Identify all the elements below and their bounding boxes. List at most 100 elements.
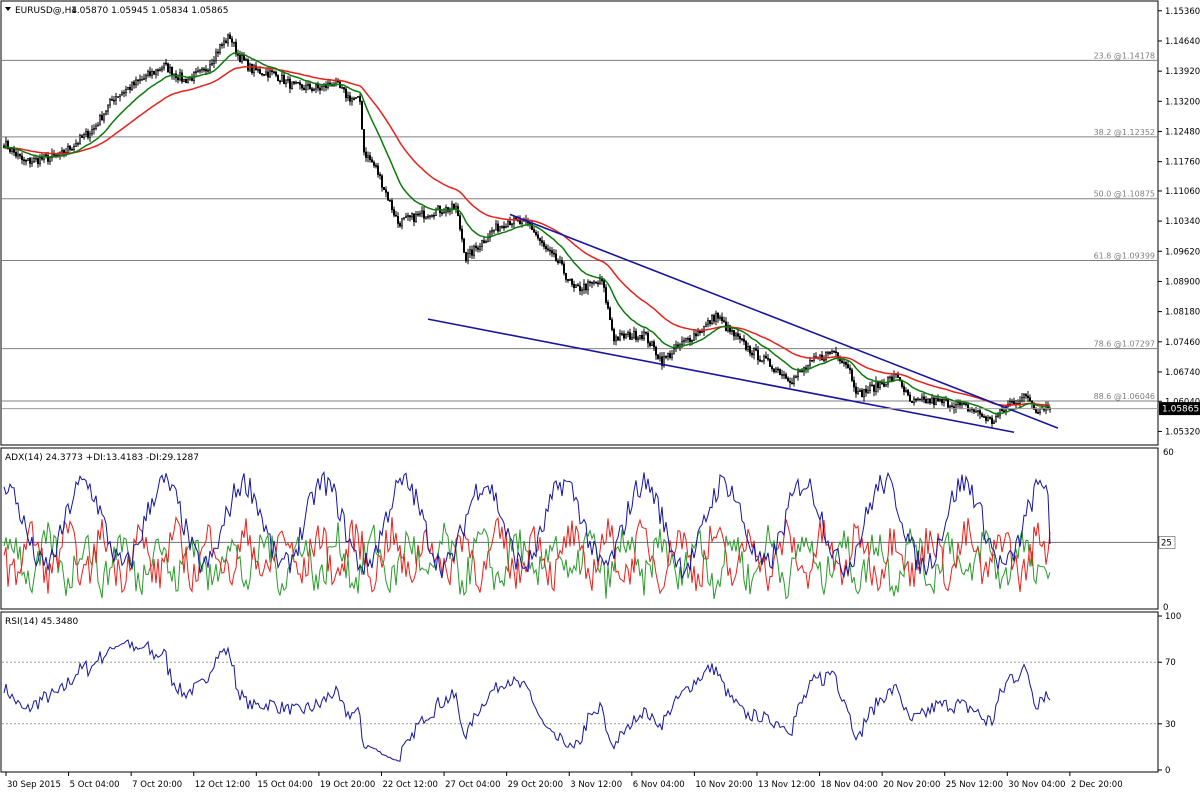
- candle-body: [512, 217, 515, 225]
- candle-body: [704, 323, 707, 327]
- candle-body: [922, 396, 925, 400]
- adx-level-box: [1158, 536, 1176, 549]
- candle-body: [942, 399, 945, 403]
- candle-body: [143, 77, 146, 80]
- candle-body: [207, 69, 210, 72]
- candle-body: [794, 376, 797, 379]
- candle-body: [217, 51, 220, 54]
- candle-body: [498, 226, 501, 232]
- candle-body: [822, 359, 825, 362]
- candle-body: [312, 88, 315, 91]
- candle-body: [109, 99, 112, 106]
- candle-body: [284, 79, 287, 85]
- candle-body: [692, 333, 695, 341]
- dropdown-arrow-icon[interactable]: [5, 7, 11, 11]
- candle-body: [656, 354, 659, 359]
- candle-body: [702, 326, 705, 332]
- price-tick-label: 1.07460: [1165, 338, 1200, 348]
- candle-body: [213, 60, 216, 64]
- candle-body: [89, 133, 92, 138]
- candle-body: [934, 398, 937, 406]
- candle-body: [544, 246, 547, 250]
- candle-body: [83, 134, 86, 138]
- candle-body: [60, 150, 63, 153]
- candle-body: [474, 245, 477, 249]
- time-tick-label: 7 Oct 20:00: [132, 780, 182, 790]
- candle-body: [115, 96, 118, 101]
- candle-body: [298, 82, 301, 85]
- candle-body: [288, 78, 291, 89]
- candle-body: [614, 336, 617, 342]
- candle-body: [840, 360, 843, 364]
- candle-body: [878, 382, 881, 388]
- current-price-box: [1159, 402, 1200, 416]
- candle-body: [902, 386, 905, 392]
- candle-body: [738, 336, 741, 340]
- candle-body: [153, 71, 156, 75]
- candle-body: [966, 404, 969, 412]
- candle-body: [145, 74, 148, 79]
- candle-body: [686, 338, 689, 340]
- candle-body: [141, 79, 144, 81]
- candle-body: [956, 402, 959, 405]
- candle-body: [414, 213, 417, 222]
- candle-body: [15, 152, 18, 157]
- candle-body: [620, 333, 623, 335]
- candle-body: [638, 335, 641, 339]
- candle-body: [187, 78, 190, 84]
- candle-body: [690, 340, 693, 342]
- candle-body: [736, 333, 739, 337]
- candle-body: [586, 281, 589, 291]
- candle-body: [239, 55, 242, 63]
- trendline-upper: [509, 213, 1059, 429]
- candle-body: [464, 252, 467, 262]
- candle-body: [770, 366, 773, 370]
- candle-body: [854, 386, 857, 394]
- candle-body: [602, 280, 605, 288]
- candle-body: [558, 260, 561, 264]
- candle-body: [946, 399, 949, 408]
- candle-body: [1002, 410, 1005, 412]
- candle-body: [245, 59, 248, 61]
- main-panel-frame: [0, 0, 1159, 446]
- candle-body: [680, 341, 683, 346]
- candle-body: [994, 416, 997, 423]
- candle-body: [266, 71, 269, 78]
- candle-body: [530, 223, 533, 230]
- candle-body: [111, 99, 114, 101]
- rsi-indicator: [2, 639, 1158, 762]
- candle-body: [460, 228, 463, 240]
- candle-body: [718, 316, 721, 319]
- candle-body: [103, 113, 106, 121]
- price-tick-label: 1.13920: [1165, 67, 1200, 77]
- candle-body: [416, 213, 419, 216]
- candle-body: [640, 335, 643, 339]
- candle-body: [241, 55, 244, 63]
- candle-body: [552, 252, 555, 255]
- candle-body: [732, 330, 735, 337]
- candle-body: [924, 399, 927, 404]
- candle-body: [406, 215, 409, 217]
- trendlines[interactable]: [427, 213, 1059, 434]
- candle-body: [962, 403, 965, 405]
- candle-body: [133, 81, 136, 86]
- candle-body: [698, 330, 701, 334]
- candle-body: [996, 414, 999, 417]
- candle-body: [708, 320, 711, 324]
- candle-body: [370, 159, 373, 163]
- candle-body: [538, 237, 541, 242]
- candle-body: [16, 153, 19, 157]
- candle-body: [862, 388, 865, 398]
- time-tick-label: 5 Oct 04:00: [70, 780, 120, 790]
- candle-body: [424, 216, 427, 219]
- candle-body: [984, 416, 987, 421]
- candle-body: [546, 248, 549, 251]
- candle-body: [1027, 395, 1030, 398]
- candle-body: [824, 352, 827, 361]
- symbol-label: EURUSD@,H4: [15, 6, 77, 16]
- candle-body: [860, 389, 863, 398]
- candle-body: [390, 200, 393, 210]
- candle-body: [714, 312, 717, 322]
- candle-body: [392, 209, 395, 216]
